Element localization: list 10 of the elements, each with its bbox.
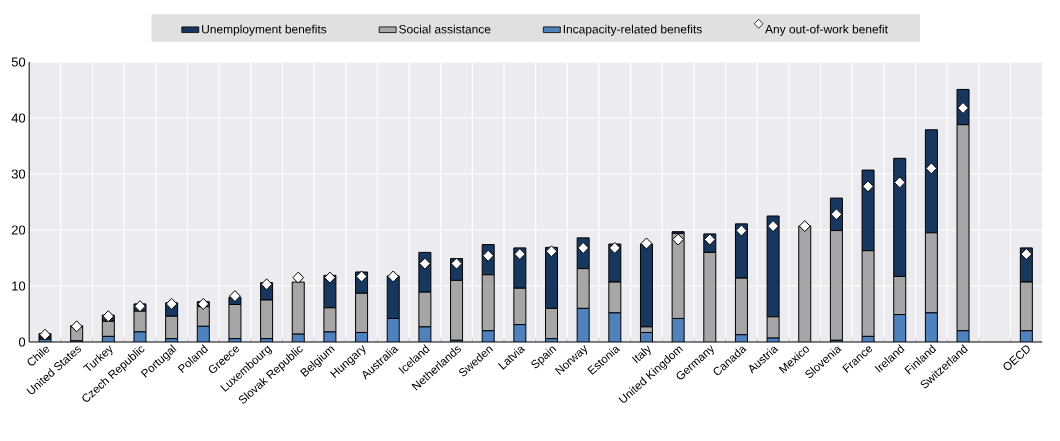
legend-label: Incapacity-related benefits: [563, 24, 702, 36]
y-tick-label: 30: [11, 169, 26, 179]
y-tick-label: 0: [18, 337, 26, 347]
y-tick-label: 40: [11, 113, 26, 123]
y-tick-label: 10: [12, 281, 26, 291]
legend-label: Any out-of-work benefit: [765, 24, 888, 36]
legend-label: Unemployment benefits: [202, 24, 327, 36]
y-tick-label: 50: [11, 57, 26, 67]
y-tick-label: 20: [11, 225, 26, 235]
legend-label: Social assistance: [399, 24, 491, 34]
